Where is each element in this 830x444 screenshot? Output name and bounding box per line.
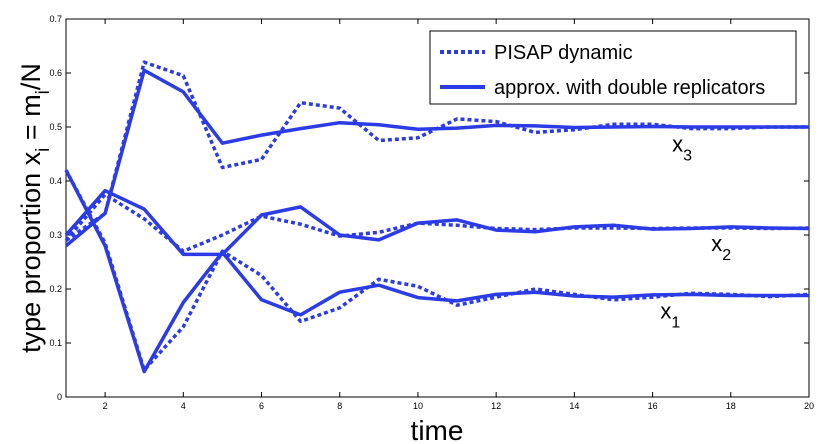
y-tick-label: 0.5 xyxy=(49,122,62,132)
x-tick-label: 2 xyxy=(103,401,108,411)
series-label-x2: x2 xyxy=(711,231,731,264)
series-line-2 xyxy=(64,192,810,253)
series-line-5 xyxy=(64,169,809,374)
y-axis-title-middle: = m xyxy=(16,94,46,147)
y-tick-label: 0.4 xyxy=(49,176,62,186)
x-tick-label: 20 xyxy=(804,401,814,411)
y-tick-label: 0.1 xyxy=(49,338,62,348)
x-tick-label: 4 xyxy=(181,401,186,411)
legend-label-pisap: PISAP dynamic xyxy=(494,42,633,64)
x-axis-ticks: 2 4 6 8 10 12 14 16 18 20 xyxy=(103,19,814,411)
y-tick-label: 0.3 xyxy=(49,230,62,240)
y-axis-title-sub-i: i xyxy=(33,148,54,152)
x-tick-label: 16 xyxy=(648,401,658,411)
y-axis-ticks: 0 0.1 0.2 0.3 0.4 0.5 0.6 0.7 xyxy=(49,14,809,402)
x-tick-label: 14 xyxy=(569,401,579,411)
x-tick-label: 6 xyxy=(259,401,264,411)
x-axis-title: time xyxy=(411,415,464,444)
y-tick-label: 0.6 xyxy=(49,68,62,78)
legend: PISAP dynamic approx. with double replic… xyxy=(429,30,797,105)
series-label-x3: x3 xyxy=(672,131,692,164)
y-axis-title: type proportion xi = mi/N xyxy=(16,63,54,353)
series-layer xyxy=(64,60,810,374)
x-tick-label: 10 xyxy=(413,401,423,411)
x-tick-label: 12 xyxy=(491,401,501,411)
y-tick-label: 0.7 xyxy=(49,14,62,24)
y-tick-label: 0.2 xyxy=(49,284,62,294)
x-tick-label: 18 xyxy=(726,401,736,411)
y-axis-title-main: type proportion x xyxy=(16,151,46,353)
x-tick-label: 8 xyxy=(337,401,342,411)
legend-label-approx: approx. with double replicators xyxy=(494,77,765,99)
series-line-1 xyxy=(64,68,809,248)
y-axis-title-end: /N xyxy=(16,63,46,90)
y-tick-label: 0 xyxy=(57,392,62,402)
legend-box xyxy=(429,30,797,105)
series-labels: x3 x2 x1 xyxy=(660,131,731,331)
series-line-3 xyxy=(64,188,810,257)
series-label-x1: x1 xyxy=(660,299,680,332)
y-axis-title-sub-i-2: i xyxy=(33,90,54,94)
